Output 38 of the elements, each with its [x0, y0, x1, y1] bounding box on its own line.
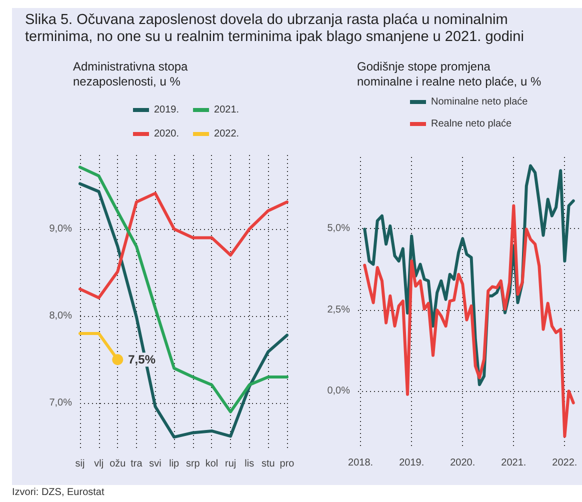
x-tick-label: ruj	[224, 458, 236, 470]
x-tick-label: kol	[205, 458, 218, 470]
chart-title: Godišnje stope promjena nominalne i realne neto plaće, u %	[357, 60, 542, 88]
x-tick-label: tra	[130, 458, 143, 470]
y-tick-label: 0,0%	[327, 386, 350, 397]
x-tick-label: srp	[186, 458, 200, 470]
legend-label: 2020.	[154, 128, 180, 140]
line-series	[78, 166, 288, 414]
y-tick-label: 9,0%	[49, 224, 72, 234]
legend-label: Nominalne neto plaće	[431, 96, 528, 108]
chart-subtitle: Administrativna stopa nezaposlenosti, u %	[73, 60, 192, 88]
line-series	[363, 204, 575, 438]
x-tick-label: 2021.	[501, 458, 526, 468]
x-tick-label: lis	[244, 458, 254, 470]
chart-title: Slika 5. Očuvana zaposlenost dovela do ubrzanja rasta plaća u nominalnim terminima, no one su u realnim terminima ipak blago smanjene u 2021. godini	[25, 12, 525, 46]
x-tick-label: svi	[149, 458, 162, 470]
x-tick-label: vlj	[94, 458, 104, 470]
x-tick-label: sij	[75, 458, 85, 470]
y-tick-label: 7,0%	[49, 398, 72, 409]
text: Izvori: DZS, Eurostat	[12, 487, 104, 498]
legend-label: Realne neto plaće	[431, 118, 512, 130]
data-label: 7,5%	[128, 352, 156, 367]
legend-label: 2021.	[214, 104, 240, 116]
x-tick-label: 2019.	[399, 458, 424, 468]
y-tick-label: 5,0%	[327, 223, 350, 234]
legend-label: 2022.	[214, 128, 240, 140]
x-tick-label: 2022.	[552, 458, 578, 468]
x-tick-label: stu	[262, 458, 275, 470]
line-series	[78, 182, 288, 439]
x-tick-label: 2020.	[450, 458, 476, 468]
x-tick-label: lip	[169, 458, 180, 470]
x-tick-label: ožu	[110, 458, 126, 470]
y-tick-label: 2,5%	[327, 304, 350, 316]
x-tick-label: pro	[280, 458, 295, 470]
line-series	[78, 192, 288, 300]
legend-label: 2019.	[154, 104, 180, 116]
x-tick-label: 2018.	[348, 458, 374, 468]
y-tick-label: 8,0%	[49, 310, 72, 322]
